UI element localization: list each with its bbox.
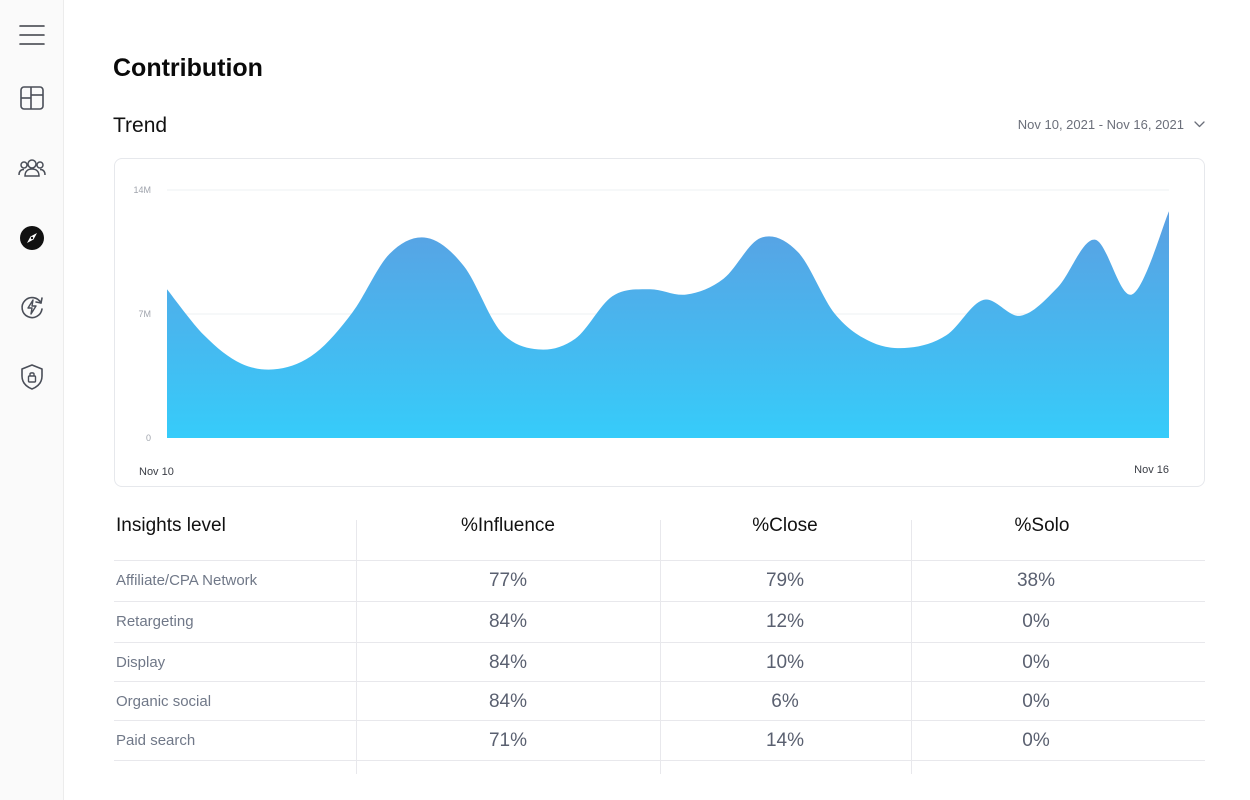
- close-value: 10%: [765, 652, 805, 673]
- row-label: Affiliate/CPA Network: [116, 572, 258, 589]
- row-divider: [114, 642, 1205, 643]
- influence-value: 84%: [488, 691, 528, 712]
- y-tick-label: 14M: [133, 185, 151, 195]
- row-label: Retargeting: [116, 613, 194, 630]
- y-tick-label: 7M: [138, 309, 151, 319]
- hamburger-menu-icon: [19, 25, 45, 45]
- influence-value: 77%: [488, 570, 528, 591]
- solo-value: 38%: [1016, 570, 1056, 591]
- compass-icon: [20, 226, 44, 250]
- column-header-solo[interactable]: %Solo: [1014, 515, 1070, 536]
- row-divider: [114, 760, 1205, 761]
- row-label: Paid search: [116, 732, 196, 749]
- sidebar-item-automation[interactable]: [14, 289, 50, 325]
- shield-lock-icon: [21, 364, 43, 390]
- date-range-label: Nov 10, 2021 - Nov 16, 2021: [1017, 117, 1184, 132]
- row-divider: [114, 560, 1205, 561]
- row-divider: [114, 601, 1205, 602]
- trend-title: Trend: [113, 114, 168, 137]
- close-value: 12%: [765, 611, 805, 632]
- row-divider: [114, 681, 1205, 682]
- sidebar-item-security[interactable]: [14, 359, 50, 395]
- row-label: Display: [116, 654, 166, 671]
- row-label: Organic social: [116, 693, 212, 710]
- column-divider: [660, 520, 661, 774]
- dashboard-layout-icon: [20, 86, 44, 110]
- solo-value: 0%: [1022, 691, 1050, 712]
- solo-value: 0%: [1022, 652, 1050, 673]
- sidebar: [0, 0, 64, 800]
- influence-value: 84%: [488, 611, 528, 632]
- close-value: 14%: [765, 730, 805, 751]
- menu-button[interactable]: [14, 17, 50, 53]
- users-group-icon: [18, 159, 46, 177]
- solo-value: 0%: [1022, 611, 1050, 632]
- trend-area-series: [167, 211, 1169, 438]
- sidebar-item-dashboard[interactable]: [14, 80, 50, 116]
- column-divider: [911, 520, 912, 774]
- sidebar-item-audience[interactable]: [14, 150, 50, 186]
- column-divider: [356, 520, 357, 774]
- solo-value: 0%: [1022, 730, 1050, 751]
- column-header-influence[interactable]: %Influence: [460, 515, 556, 536]
- sidebar-item-explore[interactable]: [14, 220, 50, 256]
- influence-value: 71%: [488, 730, 528, 751]
- close-value: 6%: [771, 691, 799, 712]
- x-tick-label-end: Nov 16: [1134, 464, 1169, 476]
- column-header-close[interactable]: %Close: [752, 515, 818, 536]
- row-divider: [114, 720, 1205, 721]
- trend-area-chart: 14M 7M 0 Nov 10 Nov 16: [133, 185, 1169, 478]
- column-header-insights-level[interactable]: Insights level: [116, 515, 226, 536]
- close-value: 79%: [765, 570, 805, 591]
- x-tick-label-start: Nov 10: [139, 466, 174, 478]
- influence-value: 84%: [488, 652, 528, 673]
- chevron-down-icon: [1194, 121, 1205, 128]
- y-tick-label: 0: [146, 433, 151, 443]
- insights-table: Insights level %Influence %Close %Solo A…: [114, 500, 1205, 775]
- lightning-refresh-icon: [21, 296, 43, 319]
- trend-chart-card: 14M 7M 0 Nov 10 Nov 16: [114, 158, 1205, 487]
- date-range-selector[interactable]: Nov 10, 2021 - Nov 16, 2021: [1018, 117, 1205, 132]
- page-title: Contribution: [113, 54, 263, 82]
